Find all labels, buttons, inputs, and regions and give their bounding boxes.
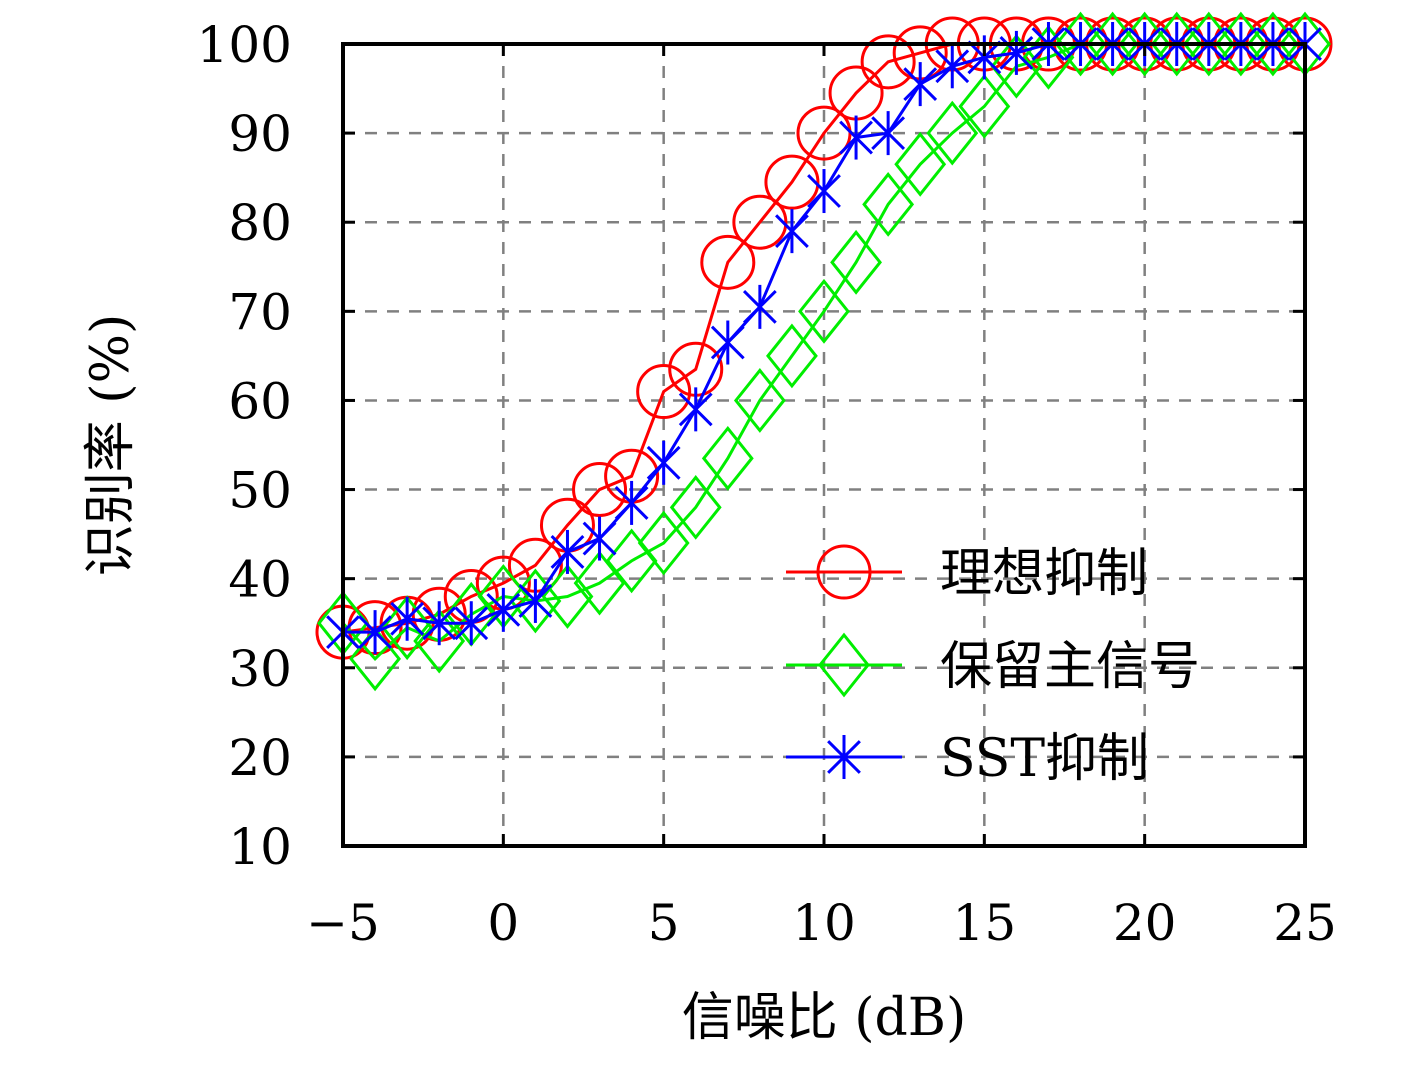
data-point — [862, 171, 915, 237]
data-point — [775, 209, 809, 254]
x-tick-label: 5 — [648, 894, 680, 952]
data-point — [926, 100, 979, 166]
y-tick-label: 30 — [228, 640, 292, 698]
data-point — [710, 320, 745, 365]
data-point — [807, 169, 841, 214]
data-point — [935, 44, 970, 89]
x-tick-label: 15 — [953, 894, 1017, 952]
data-point — [550, 529, 585, 574]
legend-marker — [818, 632, 870, 698]
data-point — [518, 578, 553, 623]
data-point — [390, 596, 425, 641]
y-tick-label: 60 — [228, 372, 292, 430]
data-point — [839, 115, 873, 160]
data-point — [798, 278, 850, 344]
data-point — [732, 194, 788, 250]
data-point — [637, 510, 690, 576]
y-tick-label: 50 — [228, 462, 292, 520]
legend-entry: SST抑制 — [786, 729, 1149, 789]
data-point — [894, 131, 947, 197]
data-point — [700, 234, 756, 290]
y-tick-label: 100 — [197, 16, 292, 74]
data-point — [669, 474, 722, 540]
data-point — [413, 608, 466, 674]
data-point — [454, 601, 489, 646]
x-tick-label: 10 — [792, 894, 856, 952]
y-tick-label: 70 — [228, 283, 292, 341]
y-tick-label: 80 — [228, 194, 292, 252]
legend-label: 保留主信号 — [940, 637, 1200, 697]
data-point — [572, 462, 628, 518]
axis-ticks: −5 0 5 10 15 20 25 10 20 30 40 50 60 70 80 90 100 — [197, 16, 1337, 952]
series-3 — [326, 22, 1322, 655]
y-tick-label: 40 — [228, 551, 292, 609]
data-point — [860, 34, 916, 90]
legend-entry: 保留主信号 — [786, 632, 1200, 698]
data-point — [678, 387, 713, 432]
data-point — [764, 154, 820, 210]
y-tick-label: 90 — [228, 105, 292, 163]
x-tick-label: 20 — [1113, 894, 1177, 952]
data-point — [871, 111, 906, 156]
data-point — [582, 516, 617, 561]
legend-label: 理想抑制 — [940, 544, 1148, 604]
x-tick-label: 25 — [1273, 894, 1337, 952]
data-point — [646, 440, 681, 485]
legend-marker — [816, 544, 872, 600]
data-point — [701, 425, 754, 491]
x-tick-label: 0 — [487, 894, 519, 952]
x-tick-label: −5 — [306, 894, 380, 952]
data-point — [636, 364, 692, 420]
data-point — [358, 610, 392, 655]
data-point — [733, 368, 786, 433]
grid-lines — [343, 44, 1305, 846]
y-axis-title: 识别率 (%) — [81, 314, 141, 577]
data-point — [766, 323, 818, 389]
y-tick-label: 20 — [228, 729, 292, 787]
data-point — [903, 62, 938, 107]
legend-entry: 理想抑制 — [786, 544, 1148, 604]
x-axis-title: 信噪比 (dB) — [682, 988, 967, 1048]
legend-label: SST抑制 — [940, 729, 1149, 789]
data-point — [830, 229, 882, 295]
data-point — [509, 568, 562, 634]
data-point — [422, 601, 457, 646]
data-point — [958, 73, 1011, 139]
data-point — [349, 626, 401, 692]
data-point — [486, 587, 521, 632]
data-point — [742, 284, 777, 329]
data-point — [614, 480, 649, 525]
legend-marker — [827, 735, 861, 779]
y-tick-label: 10 — [228, 818, 292, 876]
